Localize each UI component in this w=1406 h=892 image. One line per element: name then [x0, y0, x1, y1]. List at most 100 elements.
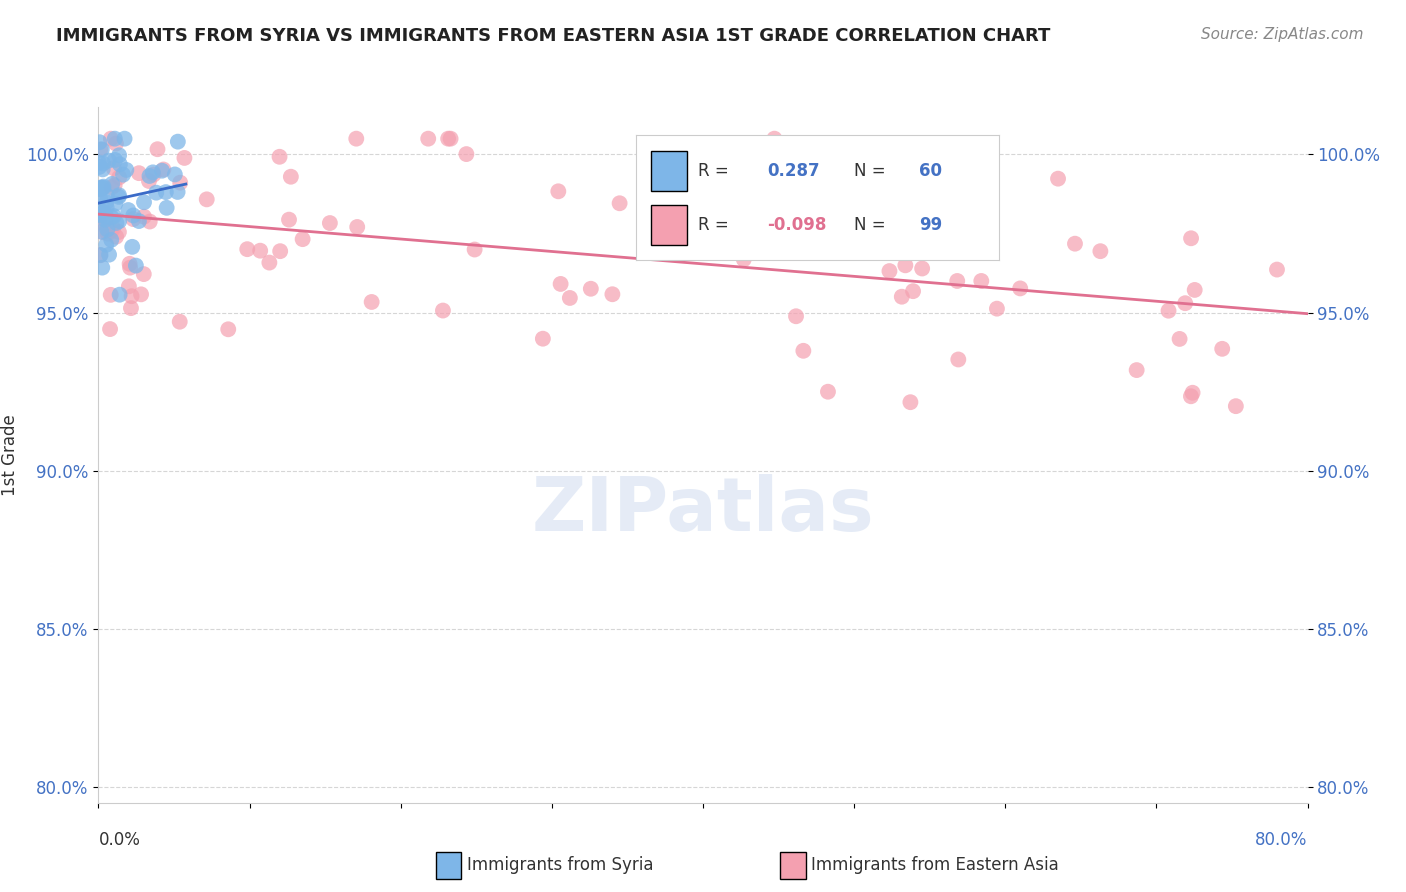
Syria	[163, 168, 186, 182]
Eastern Asia	[456, 147, 478, 161]
Text: Source: ZipAtlas.com: Source: ZipAtlas.com	[1201, 27, 1364, 42]
Eastern Asia	[547, 184, 569, 198]
Syria	[91, 206, 114, 220]
Syria	[156, 201, 179, 215]
Syria	[104, 153, 127, 167]
Eastern Asia	[785, 310, 807, 324]
Eastern Asia	[259, 255, 281, 269]
Eastern Asia	[915, 165, 938, 179]
Eastern Asia	[319, 216, 342, 230]
Syria	[90, 142, 112, 156]
Eastern Asia	[105, 229, 128, 244]
Eastern Asia	[108, 170, 131, 185]
Eastern Asia	[1174, 296, 1197, 310]
Syria	[125, 259, 148, 273]
Eastern Asia	[1010, 281, 1032, 295]
Syria	[122, 209, 145, 223]
Eastern Asia	[97, 227, 120, 241]
Eastern Asia	[104, 136, 127, 151]
Syria	[108, 287, 131, 301]
Eastern Asia	[1184, 283, 1206, 297]
Eastern Asia	[880, 240, 903, 254]
Syria	[90, 225, 112, 239]
Syria	[87, 155, 110, 169]
Text: IMMIGRANTS FROM SYRIA VS IMMIGRANTS FROM EASTERN ASIA 1ST GRADE CORRELATION CHAR: IMMIGRANTS FROM SYRIA VS IMMIGRANTS FROM…	[56, 27, 1050, 45]
Syria	[132, 195, 155, 210]
Eastern Asia	[1047, 171, 1070, 186]
Eastern Asia	[169, 176, 191, 190]
Eastern Asia	[602, 287, 624, 301]
Eastern Asia	[1180, 389, 1202, 403]
Eastern Asia	[464, 243, 486, 257]
Eastern Asia	[344, 131, 367, 145]
Eastern Asia	[269, 244, 291, 259]
Eastern Asia	[146, 142, 169, 156]
Eastern Asia	[986, 301, 1008, 316]
Eastern Asia	[609, 196, 631, 211]
Eastern Asia	[138, 174, 160, 188]
Syria	[108, 214, 131, 228]
Eastern Asia	[89, 248, 111, 262]
Eastern Asia	[132, 210, 155, 224]
Syria	[108, 148, 131, 162]
Eastern Asia	[432, 303, 454, 318]
Text: 0.0%: 0.0%	[98, 830, 141, 848]
Syria	[155, 185, 177, 199]
Eastern Asia	[108, 225, 131, 239]
Eastern Asia	[900, 395, 922, 409]
Eastern Asia	[91, 225, 114, 239]
Syria	[97, 153, 120, 168]
Eastern Asia	[1168, 332, 1191, 346]
Syria	[89, 248, 111, 262]
Syria	[121, 240, 143, 254]
Eastern Asia	[879, 264, 901, 278]
Text: Immigrants from Syria: Immigrants from Syria	[467, 856, 654, 874]
Eastern Asia	[1125, 363, 1147, 377]
Eastern Asia	[173, 151, 195, 165]
Syria	[150, 163, 173, 178]
Eastern Asia	[908, 172, 931, 186]
Eastern Asia	[1225, 399, 1247, 413]
Syria	[128, 214, 150, 228]
Syria	[100, 211, 122, 225]
Syria	[91, 181, 114, 195]
Eastern Asia	[1180, 231, 1202, 245]
Eastern Asia	[1157, 303, 1180, 318]
Eastern Asia	[278, 212, 301, 227]
Eastern Asia	[346, 219, 368, 234]
Syria	[89, 208, 111, 222]
Eastern Asia	[1211, 342, 1233, 356]
Eastern Asia	[550, 277, 572, 291]
Eastern Asia	[120, 301, 142, 315]
Eastern Asia	[1181, 385, 1204, 400]
Eastern Asia	[1090, 244, 1112, 259]
Syria	[91, 180, 114, 194]
Syria	[108, 157, 131, 171]
Eastern Asia	[100, 224, 122, 238]
Syria	[96, 195, 118, 210]
Eastern Asia	[100, 288, 122, 302]
Eastern Asia	[890, 290, 912, 304]
Syria	[89, 182, 111, 196]
Syria	[96, 201, 118, 215]
Eastern Asia	[280, 169, 302, 184]
Eastern Asia	[121, 289, 143, 303]
Eastern Asia	[142, 168, 165, 182]
Text: Immigrants from Eastern Asia: Immigrants from Eastern Asia	[811, 856, 1059, 874]
Eastern Asia	[437, 131, 460, 145]
Syria	[96, 188, 118, 202]
Syria	[93, 210, 115, 224]
Eastern Asia	[195, 192, 218, 206]
Syria	[91, 260, 114, 275]
Syria	[103, 209, 125, 223]
Syria	[91, 162, 114, 177]
Eastern Asia	[558, 291, 581, 305]
Eastern Asia	[89, 143, 111, 157]
Syria	[100, 233, 122, 247]
Syria	[101, 177, 124, 191]
Syria	[108, 188, 131, 202]
Eastern Asia	[104, 178, 127, 193]
Eastern Asia	[132, 267, 155, 281]
Syria	[98, 248, 121, 262]
Eastern Asia	[98, 322, 121, 336]
